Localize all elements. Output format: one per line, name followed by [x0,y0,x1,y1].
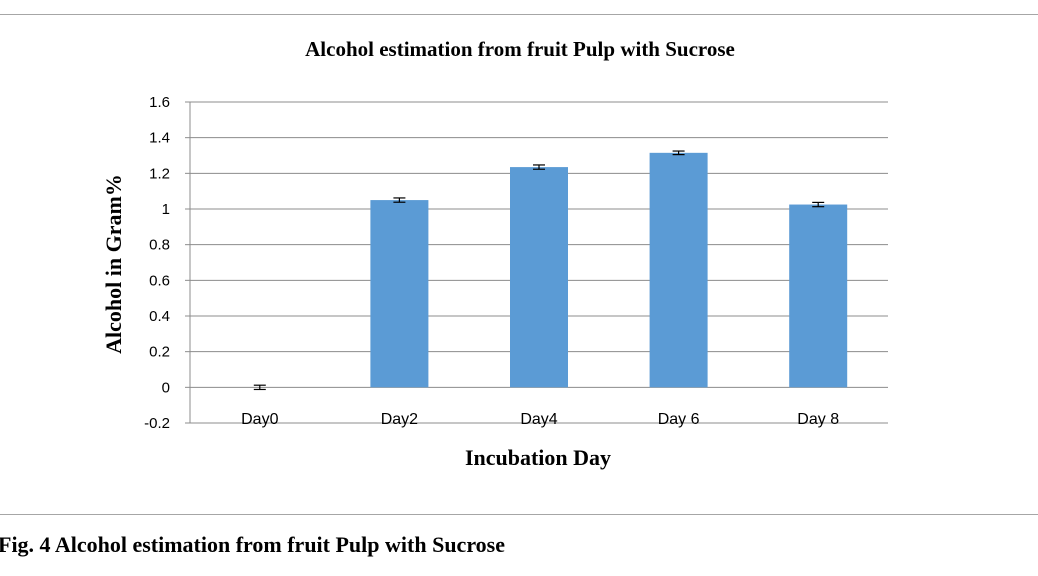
bar [789,204,848,388]
y-tick-label: 0.6 [149,272,170,289]
y-axis-label: Alcohol in Gram% [101,174,126,354]
x-tick-label: Day2 [381,411,418,428]
bar [649,152,708,388]
x-tick-labels: Day0 Day2 Day4 Day 6 Day 8 [241,411,839,428]
y-tick-label: -0.2 [144,415,170,432]
bar [510,167,568,388]
bar [370,200,429,388]
y-tick-label: 1 [162,201,170,218]
y-tick-label: 1.6 [149,94,170,111]
y-tick-labels: -0.2 0 0.2 0.4 0.6 0.8 1 1.2 1.4 1.6 [144,94,170,432]
figure-caption: Fig. 4 Alcohol estimation from fruit Pul… [0,532,506,557]
y-tick-label: 0.2 [149,344,170,361]
y-tick-label: 0 [162,379,170,396]
top-border-line [0,14,1038,15]
chart-title: Alcohol estimation from fruit Pulp with … [305,37,735,61]
x-tick-label: Day0 [241,411,278,428]
bars [370,152,848,388]
bottom-border-line [0,514,1038,515]
y-tick-label: 0.4 [149,308,170,325]
bar-chart: Alcohol estimation from fruit Pulp with … [101,37,888,470]
y-tick-label: 0.8 [149,237,170,254]
error-bars [253,150,825,391]
x-tick-label: Day 8 [797,411,839,428]
x-tick-label: Day 6 [658,411,700,428]
y-tick-label: 1.2 [149,165,170,182]
y-tick-label: 1.4 [149,130,170,147]
x-tick-label: Day4 [520,411,557,428]
x-axis-label: Incubation Day [465,445,611,470]
gridlines [185,101,888,424]
